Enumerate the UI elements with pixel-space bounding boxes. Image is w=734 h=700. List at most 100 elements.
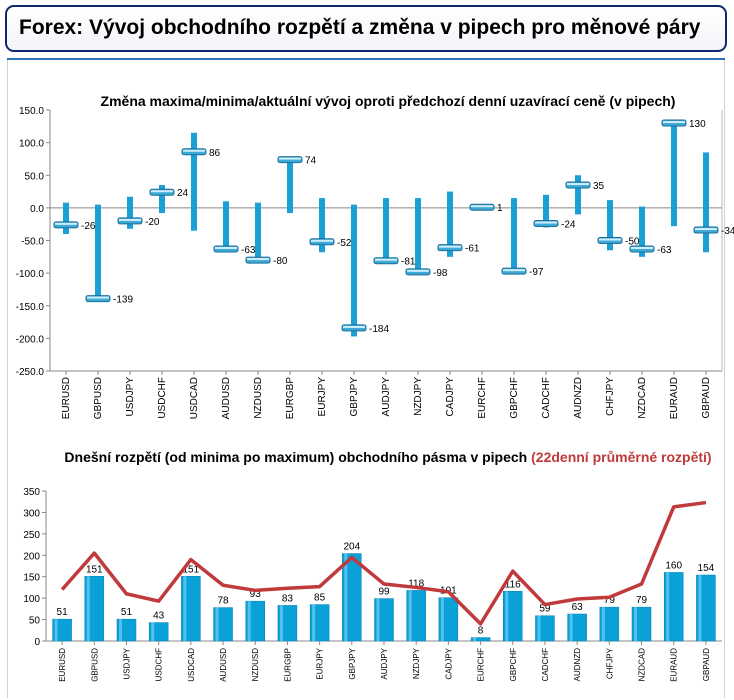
chart1-category-label: AUDJPY: [381, 377, 392, 417]
chart-panel: [7, 60, 725, 698]
chart2-category-label: GBPJPY: [348, 647, 357, 679]
bar-value-label: 78: [217, 596, 229, 607]
chart2-category-label: EURAUD: [670, 648, 679, 682]
chart2-ytick-label: 250: [23, 530, 40, 541]
chart2-category-label: NZDCAD: [638, 648, 647, 682]
chart1-ytick-label: 150.0: [19, 106, 44, 117]
bar-value-label: 99: [378, 587, 390, 598]
current-value-label: -24: [561, 220, 576, 231]
range-bar-highlight: [408, 590, 412, 641]
chart2-ytick-label: 50: [29, 616, 41, 627]
range-bar: [703, 152, 709, 253]
range-bar-highlight: [279, 605, 283, 641]
chart2-title: Dnešní rozpětí (od minima po maximum) ob…: [64, 449, 711, 465]
range-bar-highlight: [537, 615, 541, 641]
range-bar-highlight: [215, 607, 219, 641]
chart2-ytick-label: 0: [34, 637, 40, 648]
current-marker-highlight: [151, 190, 173, 193]
range-bar-highlight: [86, 576, 90, 641]
current-value-label: -63: [241, 245, 256, 256]
chart2-category-label: GBPUSD: [90, 648, 99, 682]
chart1-category-label: EURGBP: [285, 377, 296, 420]
current-value-label: -81: [401, 257, 416, 268]
chart1-category-label: USDCAD: [189, 377, 200, 419]
range-bar: [223, 201, 229, 253]
bar-value-label: 154: [698, 563, 715, 574]
bar-value-label: 160: [665, 560, 682, 571]
range-bar-highlight: [376, 598, 380, 641]
bar-value-label: 93: [250, 589, 262, 600]
chart2-category-label: GBPAUD: [702, 648, 711, 681]
current-marker-highlight: [375, 258, 397, 261]
current-value-label: 86: [209, 148, 221, 159]
current-value-label: 130: [689, 119, 706, 130]
chart1-category-label: NZDJPY: [413, 377, 424, 416]
current-marker: [565, 181, 591, 189]
chart1-ytick-label: -100.0: [16, 269, 45, 280]
current-marker-highlight: [503, 269, 525, 272]
chart1-category-label: EURUSD: [61, 377, 72, 419]
chart1-category-label: AUDNZD: [573, 377, 584, 419]
bar-value-label: 79: [636, 595, 648, 606]
range-bar: [287, 159, 293, 214]
range-bar: [255, 202, 261, 262]
page-title-box: Forex: Vývoj obchodního rozpětí a změna …: [5, 5, 727, 52]
current-marker-highlight: [215, 246, 237, 249]
chart2-category-label: USDCHF: [155, 648, 164, 681]
current-marker-highlight: [183, 149, 205, 152]
current-marker-highlight: [247, 258, 269, 261]
bar-value-label: 63: [572, 602, 584, 613]
bar-value-label: 151: [183, 564, 200, 575]
chart1-category-label: EURCHF: [477, 377, 488, 419]
bar-value-label: 116: [505, 579, 521, 590]
bar-value-label: 83: [282, 593, 294, 604]
range-bar-highlight: [54, 619, 58, 641]
current-marker-highlight: [279, 157, 301, 160]
chart2-ytick-label: 200: [23, 551, 40, 562]
chart2-category-label: CADJPY: [444, 647, 453, 679]
current-value-label: -26: [81, 221, 96, 232]
page-title: Forex: Vývoj obchodního rozpětí a změna …: [19, 16, 701, 39]
chart1-ytick-label: -50.0: [21, 237, 44, 248]
chart1-ytick-label: 100.0: [19, 139, 44, 150]
current-marker-highlight: [311, 239, 333, 242]
range-bar: [575, 175, 581, 215]
range-bar-highlight: [569, 614, 573, 641]
chart2-category-label: USDJPY: [122, 647, 131, 679]
current-marker-highlight: [343, 325, 365, 328]
chart1-category-label: EURJPY: [317, 377, 328, 417]
current-marker-highlight: [407, 269, 429, 272]
title-divider: [7, 58, 725, 60]
current-value-label: 35: [593, 181, 605, 192]
current-marker-highlight: [663, 121, 685, 124]
chart1-category-label: GBPJPY: [349, 377, 360, 417]
range-bar: [639, 206, 645, 257]
chart1-category-label: AUDUSD: [221, 377, 232, 419]
range-bar-highlight: [312, 604, 316, 641]
current-marker-highlight: [439, 245, 461, 248]
current-value-label: -184: [369, 324, 389, 335]
current-value-label: -50: [625, 237, 640, 248]
chart1-category-label: CHFJPY: [605, 377, 616, 416]
chart1-ytick-label: -250.0: [16, 367, 45, 378]
chart2-category-label: AUDNZD: [573, 648, 582, 682]
average-range-line: [60, 500, 707, 626]
bar-value-label: 59: [539, 604, 551, 615]
chart1-ytick-label: 50.0: [25, 171, 45, 182]
current-marker: [661, 119, 687, 127]
current-marker: [85, 295, 111, 303]
chart1-ytick-label: 0.0: [30, 204, 44, 215]
range-bar: [95, 204, 101, 301]
chart1-category-label: CADJPY: [445, 377, 456, 417]
range-bar-highlight: [666, 572, 670, 641]
range-bar: [191, 132, 197, 231]
current-marker-highlight: [631, 246, 653, 249]
chart1-category-label: USDJPY: [125, 377, 136, 417]
bar-value-label: 43: [153, 611, 165, 622]
range-bar-chart: Dnešní rozpětí (od minima po maximum) ob…: [23, 449, 722, 682]
bar-value-label: 151: [86, 564, 103, 575]
bar-value-label: 8: [478, 626, 484, 637]
chart1-category-label: EURAUD: [669, 377, 680, 419]
range-bar: [319, 198, 325, 253]
bar-value-label: 118: [408, 578, 424, 589]
